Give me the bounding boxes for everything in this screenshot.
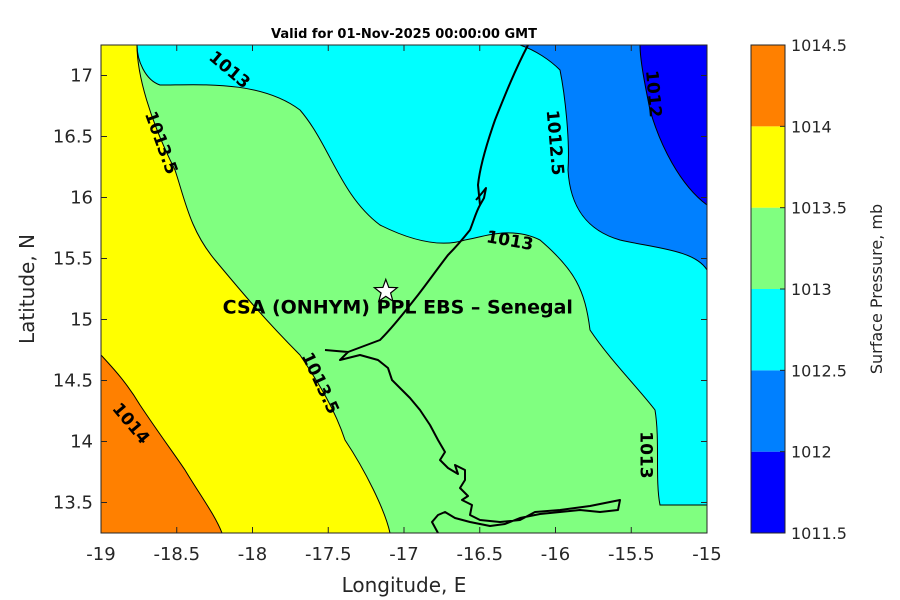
region-1012-5 <box>137 45 707 505</box>
y-tick-label: 15 <box>70 310 93 331</box>
contour-label: 1012 <box>641 69 665 118</box>
y-axis-label: Latitude, N <box>15 234 39 344</box>
y-axis: 13.5 14 14.5 15 15.5 16 16.5 17 <box>53 66 707 514</box>
y-tick-label: 16 <box>70 188 93 209</box>
contour-line-1013-5 <box>136 45 391 533</box>
colorbar-band <box>751 370 785 452</box>
x-tick-label: -19 <box>86 544 115 565</box>
y-tick-label: 15.5 <box>53 249 93 270</box>
colorbar-band <box>751 289 785 371</box>
contour-line-1014 <box>101 354 223 533</box>
colorbar-tick-label: 1011.5 <box>791 524 847 543</box>
site-label: CSA (ONHYM) PPL EBS – Senegal <box>223 296 573 318</box>
colorbar-tick-label: 1013 <box>791 280 832 299</box>
border-line <box>347 45 529 353</box>
y-tick-label: 14.5 <box>53 371 93 392</box>
x-tick-label: -15 <box>692 544 721 565</box>
x-tick-label: -16 <box>541 544 570 565</box>
map-title: Valid for 01-Nov-2025 00:00:00 GMT <box>271 27 537 42</box>
contour-lines <box>101 45 707 533</box>
y-tick-label: 16.5 <box>53 127 93 148</box>
colorbar-tick-label: 1012 <box>791 443 832 462</box>
colorbar-tick-label: 1014.5 <box>791 36 847 55</box>
site-group: CSA (ONHYM) PPL EBS – Senegal <box>223 277 573 318</box>
x-tick-label: -17 <box>389 544 418 565</box>
x-tick-label: -16.5 <box>456 544 503 565</box>
colorbar-band <box>751 451 785 533</box>
colorbar-band <box>751 45 785 127</box>
y-tick-label: 17 <box>70 66 93 87</box>
colorbar-tick-label: 1014 <box>791 117 832 136</box>
contour-label: 1013 <box>635 431 655 478</box>
region-1011-5 <box>640 45 707 205</box>
y-tick-label: 14 <box>70 432 93 453</box>
contour-line-1012-5 <box>519 45 707 271</box>
contour-line-1012 <box>639 45 707 206</box>
coastline-border <box>324 45 621 533</box>
region-1014 <box>101 355 222 533</box>
colorbar-band <box>751 126 785 208</box>
coastline <box>324 349 621 533</box>
colorbar-band <box>751 207 785 289</box>
colorbar-tick-label: 1012.5 <box>791 361 847 380</box>
site-star-marker <box>372 277 399 303</box>
x-tick-label: -18 <box>238 544 267 565</box>
colorbar-label: Surface Pressure, mb <box>867 204 886 374</box>
colorbar: 1011.5 1012 1012.5 1013 1013.5 1014 1014.5 <box>750 36 847 543</box>
x-tick-label: -18.5 <box>153 544 200 565</box>
contour-fill-layer <box>101 45 707 533</box>
colorbar-tick-label: 1013.5 <box>791 199 847 218</box>
x-tick-label: -17.5 <box>305 544 352 565</box>
y-tick-label: 13.5 <box>53 493 93 514</box>
senegal-river-spur <box>475 187 487 206</box>
contour-line-1013-north <box>136 45 707 506</box>
x-axis: -19 -18.5 -18 -17.5 -17 -16.5 -16 -15.5 -15 <box>86 45 722 565</box>
x-tick-label: -15.5 <box>608 544 655 565</box>
x-axis-label: Longitude, E <box>342 573 467 597</box>
